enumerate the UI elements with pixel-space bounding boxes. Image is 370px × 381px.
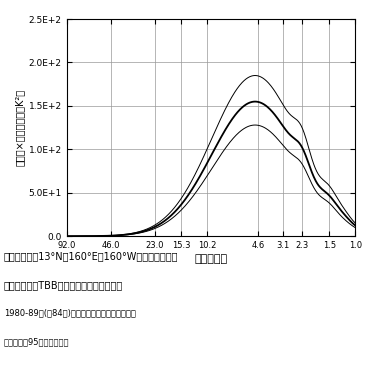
Text: 図１　赤道～13°N，160°E～160°Wの領域で平均し: 図１ 赤道～13°N，160°E～160°Wの領域で平均し <box>4 251 178 261</box>
Text: 1980-89年(除84年)の平均値。細線は９年平均操: 1980-89年(除84年)の平均値。細線は９年平均操 <box>4 309 135 318</box>
Text: た６～８月のTBBのスペクトルパワー分布: た６～８月のTBBのスペクトルパワー分布 <box>4 280 123 290</box>
Y-axis label: 周波数×パワー密度（K²）: 周波数×パワー密度（K²） <box>14 89 24 166</box>
X-axis label: 周期（日）: 周期（日） <box>194 254 228 264</box>
Text: 作に対する95％信頼区間。: 作に対する95％信頼区間。 <box>4 337 69 346</box>
